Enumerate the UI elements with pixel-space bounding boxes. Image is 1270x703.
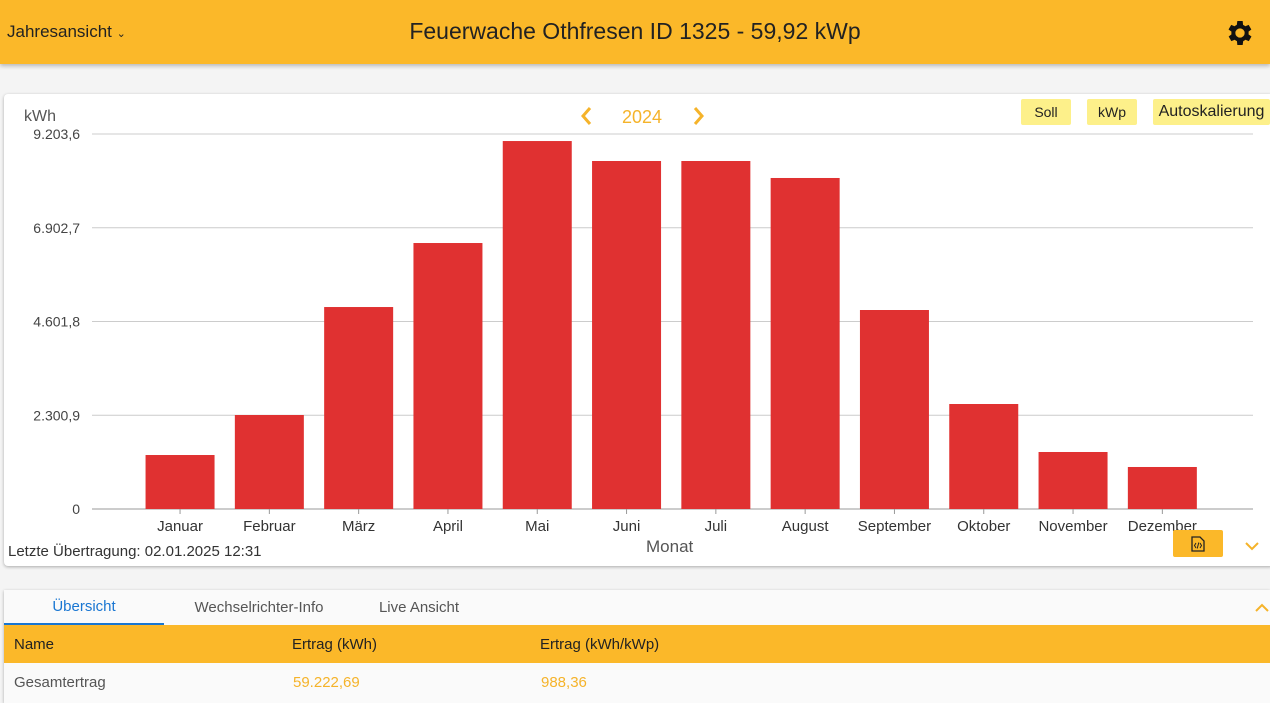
autoscale-button[interactable]: Autoskalierung [1153, 99, 1270, 125]
app-header: Jahresansicht ⌄ Feuerwache Othfresen ID … [0, 0, 1270, 64]
bar-august [770, 177, 840, 509]
table-header: Name Ertrag (kWh) Ertrag (kWh/kWp) [4, 625, 1270, 663]
col-yield-kwh: Ertrag (kWh) [292, 636, 378, 653]
x-tick-label: September [858, 518, 931, 535]
x-tick-label: Juni [613, 518, 641, 535]
y-tick-label: 9.203,6 [33, 126, 80, 142]
row-name: Gesamtertrag [14, 674, 106, 691]
bar-juli [681, 160, 751, 509]
bar-januar [145, 455, 215, 509]
table-row: Gesamtertrag 59.222,69 988,36 [4, 663, 1270, 703]
x-tick-label: April [433, 518, 463, 535]
y-tick-label: 4.601,8 [33, 314, 80, 330]
tab-live-view[interactable]: Live Ansicht [378, 599, 460, 616]
col-name: Name [14, 636, 55, 653]
y-tick-label: 2.300,9 [33, 407, 80, 423]
x-tick-label: Juli [705, 518, 728, 535]
bar-november [1038, 451, 1108, 509]
bar-chart: kWh 0 2.300,9 4.601,8 6.902,7 9.203,6 Januar Fe… [24, 108, 1253, 535]
details-panel: Übersicht Wechselrichter-Info Live Ansic… [4, 590, 1270, 703]
bar-dezember [1127, 466, 1197, 509]
row-yield-kwh: 59.222,69 [293, 674, 360, 691]
row-yield-kwh-kwp: 988,36 [541, 674, 587, 691]
page-title: Feuerwache Othfresen ID 1325 - 59,92 kWp [409, 18, 861, 44]
tab-overview[interactable]: Übersicht [4, 590, 164, 625]
view-select[interactable]: Jahresansicht ⌄ [7, 22, 126, 42]
bar-juni [592, 160, 662, 509]
chevron-down-icon[interactable] [1244, 540, 1260, 552]
last-transfer: Letzte Übertragung: 02.01.2025 12:31 [8, 543, 262, 560]
gear-icon[interactable] [1224, 17, 1256, 49]
kwp-button[interactable]: kWp [1087, 99, 1137, 125]
next-year-button[interactable] [691, 104, 707, 128]
prev-year-button[interactable] [578, 104, 594, 128]
y-axis-label: kWh [24, 108, 56, 125]
x-tick-label: November [1038, 518, 1107, 535]
x-tick-label: Februar [243, 518, 296, 535]
bar-september [859, 310, 929, 509]
year-label: 2024 [622, 107, 663, 127]
x-tick-label: Oktober [957, 518, 1010, 535]
col-yield-kwh-kwp: Ertrag (kWh/kWp) [540, 636, 660, 653]
bar-februar [234, 415, 304, 509]
chevron-up-icon[interactable] [1254, 602, 1270, 614]
code-file-icon [1191, 535, 1205, 552]
tab-inverter-info[interactable]: Wechselrichter-Info [194, 599, 324, 616]
view-select-label: Jahresansicht [7, 22, 112, 41]
export-button[interactable] [1173, 530, 1223, 557]
x-tick-label: März [342, 518, 375, 535]
bar-april [413, 243, 483, 509]
bar-märz [324, 307, 394, 509]
x-tick-label: Mai [525, 518, 549, 535]
bar-mai [502, 141, 572, 509]
soll-button[interactable]: Soll [1021, 99, 1071, 125]
y-tick-label: 0 [72, 501, 80, 517]
x-tick-label: August [782, 518, 830, 535]
bar-oktober [949, 404, 1019, 509]
chevron-down-icon: ⌄ [116, 28, 126, 40]
y-tick-label: 6.902,7 [33, 220, 80, 236]
x-axis-label: Monat [646, 537, 694, 556]
x-tick-label: Januar [157, 518, 203, 535]
